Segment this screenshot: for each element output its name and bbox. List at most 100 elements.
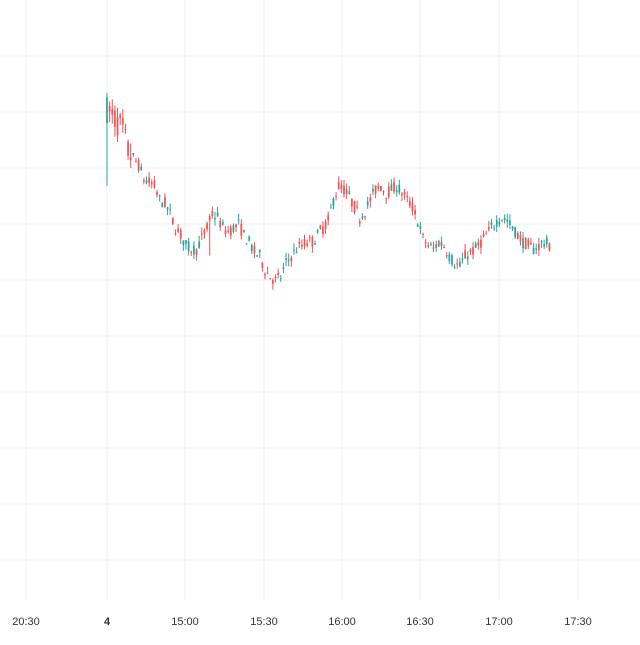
candle [414,205,416,220]
x-tick-label: 17:30 [564,616,592,628]
candle [208,213,211,256]
candle [448,251,451,265]
candle [422,232,424,239]
candle-body [487,226,490,230]
candle-body [240,223,243,236]
candle-body [303,239,306,247]
candle-body [177,228,179,232]
candle-body [372,188,374,192]
candle-body [179,230,182,239]
candle-body [140,166,143,170]
candle [250,243,253,254]
candle-body [185,240,187,244]
candle [140,163,143,171]
candle-body [540,240,543,243]
candle [361,213,364,220]
candle [535,243,538,255]
candle [279,275,282,283]
candle [403,188,406,200]
candle [495,215,498,232]
candle [459,257,461,268]
candle [351,198,353,213]
candle-body [250,245,253,252]
candle [143,177,145,185]
candle [316,228,319,234]
candle [401,191,403,202]
candle [538,237,540,257]
candle [145,176,148,185]
candle-body [124,128,127,130]
candle [198,235,201,249]
candle [124,123,127,134]
candle [222,219,224,226]
time-axis: 20:30 4 15:00 15:30 16:00 16:30 17:00 17:30 [12,616,592,628]
candle [482,230,485,238]
candle [245,242,248,245]
candle-body [538,243,540,250]
candle [121,109,124,133]
candle [114,105,116,137]
candle [293,243,295,255]
candle-body [306,243,308,246]
candle-body [516,232,519,239]
candle-body [135,160,137,162]
candle-body [358,221,361,224]
candle-body [445,255,448,257]
candle [177,224,179,234]
candle [437,239,440,248]
candle [150,179,153,189]
candle [219,217,222,231]
candle-body [337,182,340,190]
candle [290,255,293,267]
candle [343,179,345,198]
candle [116,107,119,143]
candle [469,248,472,256]
candle-body [222,222,224,225]
candle-body [187,241,190,252]
candle-body [430,243,432,245]
candle [285,252,287,267]
candle-body [237,219,240,221]
candle [335,192,337,201]
candle-body [116,117,119,136]
candle-body [119,114,122,118]
candle [445,252,448,259]
candle-body [416,224,419,227]
candle-body [548,243,551,251]
candle [164,193,166,208]
candle [493,224,495,232]
candle [377,182,380,192]
candle-body [482,234,485,237]
candle [480,235,482,254]
candle [527,237,530,250]
candle [274,274,277,283]
candle [532,242,535,255]
candle-body [406,195,409,197]
candle-body [248,236,251,241]
candle-body [161,202,164,208]
candle-body [279,278,282,280]
candle-body [143,180,145,182]
candle-body [437,241,440,247]
candle-body [369,197,372,202]
candle-body [127,141,129,156]
x-tick-label: 4 [104,616,111,628]
candle-body [314,243,316,245]
candle [358,218,361,227]
candle [166,206,169,216]
candle [306,239,308,248]
candle [474,241,477,249]
candle-body [214,218,216,220]
candle-body [148,177,150,184]
candle [387,181,390,199]
candle [174,229,177,236]
candle-body [256,255,258,257]
candle-body [106,97,108,123]
candle [332,197,335,210]
candle-body [261,262,264,268]
candle-body [340,185,343,189]
candle [345,183,348,199]
candle-body [451,255,453,265]
candle [303,234,306,250]
